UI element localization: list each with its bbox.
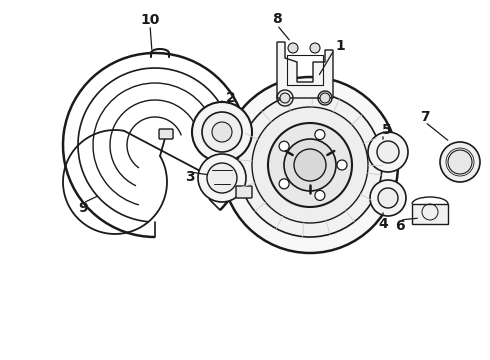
Text: 5: 5 [382,123,392,137]
Circle shape [284,139,336,191]
Circle shape [315,190,325,201]
Bar [412,204,448,224]
Text: 3: 3 [185,170,195,184]
Circle shape [268,123,352,207]
Circle shape [279,179,289,189]
FancyBboxPatch shape [159,129,173,139]
Circle shape [212,122,232,142]
Circle shape [377,141,399,163]
Circle shape [440,142,480,182]
Text: 9: 9 [78,201,88,215]
Text: 8: 8 [272,12,282,26]
Circle shape [320,93,330,103]
Circle shape [192,102,252,162]
Text: 4: 4 [378,217,388,231]
Circle shape [368,132,408,172]
Circle shape [198,154,246,202]
Circle shape [279,141,289,151]
Circle shape [310,43,320,53]
FancyBboxPatch shape [236,186,252,198]
Circle shape [288,43,298,53]
Circle shape [202,112,242,152]
Polygon shape [277,42,333,98]
Text: 6: 6 [395,219,405,233]
Text: 2: 2 [226,91,236,105]
Circle shape [252,107,368,223]
Circle shape [448,150,472,174]
Text: 10: 10 [140,13,160,27]
Circle shape [337,160,347,170]
Circle shape [378,188,398,208]
Circle shape [280,93,290,103]
Circle shape [370,180,406,216]
Text: 1: 1 [335,39,345,53]
Circle shape [207,163,237,193]
Circle shape [222,77,398,253]
Circle shape [294,149,326,181]
Circle shape [315,130,325,140]
Circle shape [238,93,382,237]
Text: 7: 7 [420,110,430,124]
